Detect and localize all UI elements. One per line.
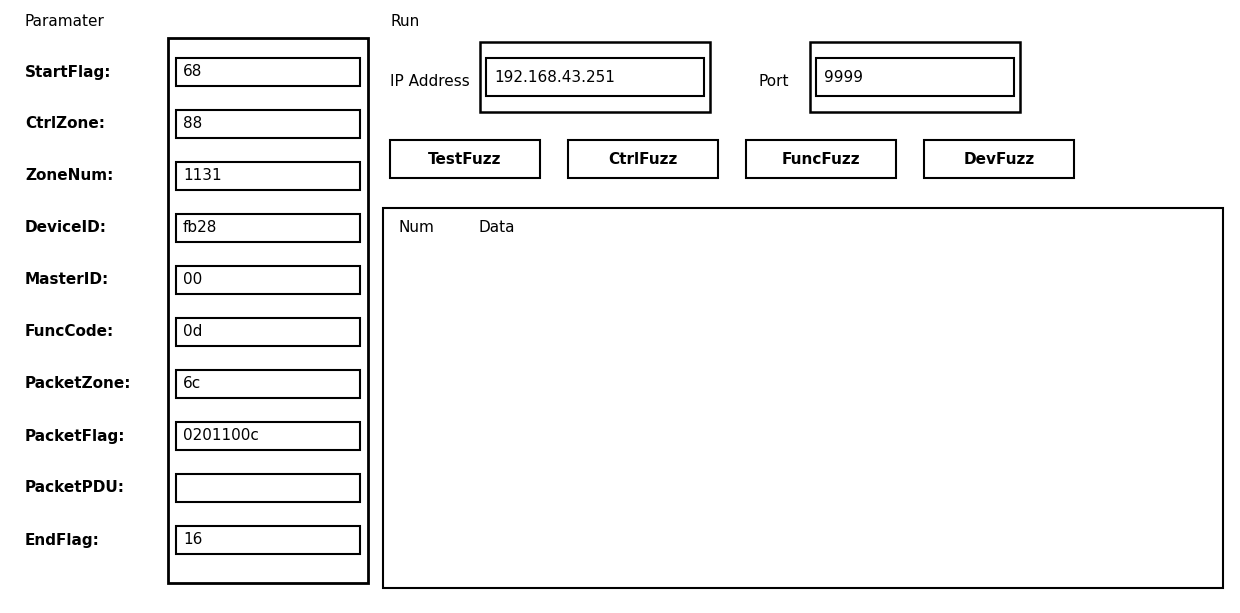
Text: fb28: fb28: [184, 221, 217, 235]
FancyBboxPatch shape: [176, 110, 360, 138]
Text: IP Address: IP Address: [391, 74, 470, 88]
Text: DeviceID:: DeviceID:: [25, 221, 107, 235]
Text: DevFuzz: DevFuzz: [963, 151, 1034, 167]
FancyBboxPatch shape: [167, 38, 368, 583]
Text: 16: 16: [184, 533, 202, 547]
Text: 0201100c: 0201100c: [184, 428, 259, 443]
FancyBboxPatch shape: [924, 140, 1074, 178]
Text: PacketPDU:: PacketPDU:: [25, 481, 125, 495]
FancyBboxPatch shape: [176, 422, 360, 450]
Text: StartFlag:: StartFlag:: [25, 64, 112, 80]
Text: 0d: 0d: [184, 324, 202, 340]
FancyBboxPatch shape: [176, 214, 360, 242]
Text: 88: 88: [184, 116, 202, 132]
Text: Paramater: Paramater: [25, 15, 105, 29]
Text: Num: Num: [398, 221, 434, 235]
FancyBboxPatch shape: [391, 140, 539, 178]
FancyBboxPatch shape: [176, 58, 360, 86]
FancyBboxPatch shape: [176, 162, 360, 190]
Text: Port: Port: [758, 74, 789, 88]
FancyBboxPatch shape: [176, 526, 360, 554]
FancyBboxPatch shape: [176, 318, 360, 346]
FancyBboxPatch shape: [816, 58, 1014, 96]
Text: Run: Run: [391, 15, 419, 29]
Text: EndFlag:: EndFlag:: [25, 533, 100, 547]
Text: Data: Data: [477, 221, 515, 235]
Text: CtrlFuzz: CtrlFuzz: [609, 151, 678, 167]
Text: ZoneNum:: ZoneNum:: [25, 169, 113, 183]
Text: FuncCode:: FuncCode:: [25, 324, 114, 340]
FancyBboxPatch shape: [810, 42, 1021, 112]
Text: FuncFuzz: FuncFuzz: [781, 151, 861, 167]
FancyBboxPatch shape: [486, 58, 704, 96]
FancyBboxPatch shape: [568, 140, 718, 178]
Text: 6c: 6c: [184, 376, 201, 392]
FancyBboxPatch shape: [746, 140, 897, 178]
Text: PacketFlag:: PacketFlag:: [25, 428, 125, 443]
Text: PacketZone:: PacketZone:: [25, 376, 131, 392]
Text: 1131: 1131: [184, 169, 222, 183]
Text: 68: 68: [184, 64, 202, 80]
FancyBboxPatch shape: [176, 266, 360, 294]
Text: 9999: 9999: [825, 69, 863, 85]
Text: MasterID:: MasterID:: [25, 273, 109, 287]
Text: CtrlZone:: CtrlZone:: [25, 116, 105, 132]
Text: TestFuzz: TestFuzz: [428, 151, 502, 167]
FancyBboxPatch shape: [480, 42, 711, 112]
FancyBboxPatch shape: [176, 370, 360, 398]
FancyBboxPatch shape: [383, 208, 1223, 588]
FancyBboxPatch shape: [176, 474, 360, 502]
Text: 00: 00: [184, 273, 202, 287]
Text: 192.168.43.251: 192.168.43.251: [494, 69, 615, 85]
